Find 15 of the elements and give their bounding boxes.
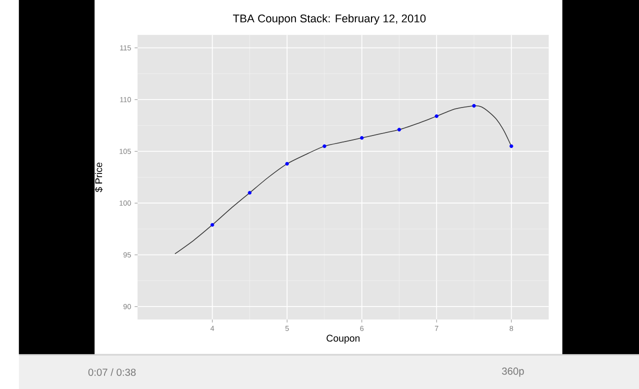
line-series: [174, 105, 512, 254]
point: [360, 136, 364, 140]
text: 360p: [502, 367, 524, 377]
point: [510, 144, 514, 148]
point: [472, 104, 476, 108]
x-axis-title: Coupon: [326, 334, 360, 344]
point: [322, 144, 326, 148]
point: [248, 190, 252, 195]
point: [210, 222, 214, 227]
text: 0:07 / 0:38: [88, 368, 136, 376]
point: [285, 162, 289, 166]
point: [397, 128, 402, 132]
point: [434, 114, 438, 118]
y-axis-title: $ Price: [94, 162, 103, 192]
chart-title: TBA Coupon Stack: February 12, 2010: [232, 14, 426, 25]
